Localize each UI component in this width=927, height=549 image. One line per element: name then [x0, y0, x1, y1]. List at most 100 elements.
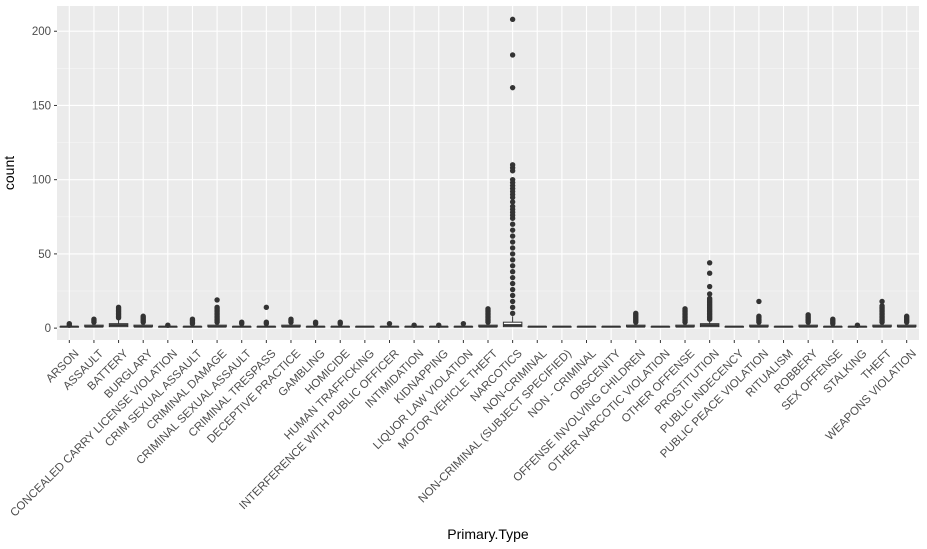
y-tick-label: 100 — [32, 175, 51, 187]
outlier-point — [214, 304, 220, 311]
outlier-point — [509, 274, 516, 281]
box-19 — [527, 325, 547, 328]
outlier-point — [263, 304, 270, 311]
boxplot-series — [59, 16, 917, 328]
y-axis-title: count — [1, 156, 17, 190]
outlier-point — [263, 319, 270, 325]
outlier-point — [756, 298, 762, 305]
outlier-point — [706, 270, 713, 276]
outlier-point — [509, 257, 516, 263]
outlier-point — [706, 295, 713, 302]
box-18 — [502, 16, 523, 328]
outlier-point — [509, 269, 516, 275]
outlier-point — [756, 313, 762, 319]
outlier-point — [509, 203, 516, 210]
box-26 — [699, 260, 720, 328]
outlier-point — [509, 251, 516, 257]
outlier-point — [903, 313, 910, 319]
box-28 — [749, 298, 769, 328]
outlier-point — [509, 52, 516, 58]
y-tick-label: 0 — [45, 323, 51, 335]
outlier-point — [509, 298, 516, 305]
box-2 — [108, 304, 129, 328]
box-25 — [675, 306, 695, 328]
box-11 — [330, 319, 350, 328]
box-30 — [798, 312, 818, 328]
outlier-point — [509, 84, 516, 91]
box-15 — [429, 322, 449, 328]
outlier-point — [509, 280, 516, 287]
y-axis-ticks: 0 50 100 150 200 — [32, 26, 57, 335]
box-20 — [552, 325, 572, 328]
x-tick-label: CONCEALED CARRY LICENSE VIOLATION — [8, 348, 180, 520]
box-14 — [404, 322, 424, 328]
box-0 — [59, 320, 80, 328]
box-24 — [650, 325, 671, 328]
outlier-point — [485, 306, 491, 312]
outlier-point — [189, 316, 196, 322]
outlier-point — [633, 310, 639, 316]
y-tick-label: 150 — [32, 100, 51, 112]
box-8 — [256, 304, 277, 328]
outlier-point — [509, 292, 516, 299]
outlier-point — [509, 233, 516, 239]
box-12 — [355, 325, 375, 328]
outlier-point — [854, 322, 861, 328]
outlier-point — [239, 319, 245, 325]
outlier-point — [509, 245, 516, 251]
outlier-point — [509, 176, 516, 183]
outlier-point — [706, 260, 713, 266]
outlier-point — [288, 316, 294, 322]
y-tick-label: 50 — [38, 249, 51, 261]
box-23 — [626, 310, 646, 328]
outlier-point — [509, 263, 516, 269]
outlier-point — [706, 291, 713, 297]
outlier-point — [91, 316, 97, 322]
outlier-point — [509, 162, 516, 168]
outlier-point — [509, 286, 516, 293]
outlier-point — [509, 304, 516, 311]
box-6 — [207, 297, 227, 328]
outlier-point — [509, 227, 516, 233]
outlier-point — [682, 306, 688, 312]
outlier-point — [214, 297, 220, 303]
outlier-point — [509, 221, 516, 227]
outlier-point — [66, 320, 73, 327]
box-22 — [601, 325, 621, 328]
box-9 — [281, 316, 301, 328]
box-33 — [872, 298, 892, 328]
box-4 — [158, 322, 178, 328]
outlier-point — [879, 303, 885, 309]
outlier-point — [509, 310, 516, 316]
box-34 — [896, 313, 917, 328]
box-27 — [724, 325, 745, 328]
outlier-point — [312, 319, 319, 325]
box-10 — [305, 319, 326, 328]
outlier-point — [436, 322, 442, 328]
outlier-point — [509, 16, 516, 23]
outlier-point — [879, 298, 885, 305]
box-13 — [379, 320, 400, 328]
box-1 — [84, 316, 104, 328]
outlier-point — [805, 312, 811, 318]
outlier-point — [509, 239, 516, 245]
outlier-point — [706, 283, 713, 290]
box-31 — [823, 316, 843, 328]
outlier-point — [460, 320, 467, 327]
outlier-point — [509, 199, 516, 205]
box-16 — [453, 320, 474, 328]
y-tick-label: 200 — [32, 26, 51, 38]
box-7 — [231, 319, 252, 328]
outlier-point — [411, 322, 417, 328]
outlier-point — [830, 316, 836, 322]
box-5 — [182, 316, 203, 328]
outlier-point — [337, 319, 343, 325]
outlier-point — [115, 304, 122, 311]
box-29 — [773, 325, 794, 328]
box-32 — [847, 322, 868, 328]
x-axis-title: Primary.Type — [447, 526, 529, 542]
outlier-point — [165, 322, 171, 328]
outlier-point — [140, 313, 146, 319]
